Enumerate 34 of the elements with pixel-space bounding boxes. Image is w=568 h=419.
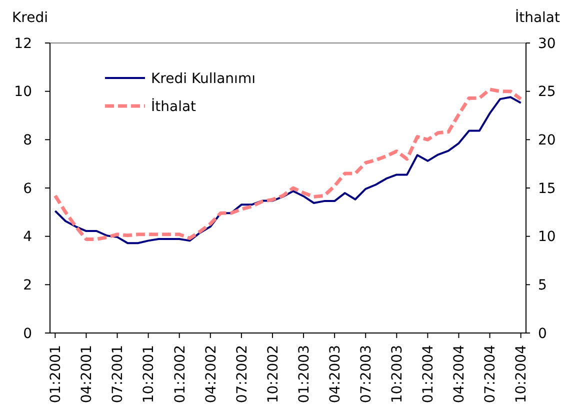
x-tick-label: 01:2003: [296, 345, 312, 404]
y-tick-label: 6: [23, 180, 32, 197]
legend-label: İthalat: [151, 98, 197, 115]
x-tick-label: 04:2004: [452, 344, 468, 404]
x-tick-label: 01:2004: [420, 344, 437, 404]
x-tick-label: 07:2002: [234, 345, 250, 404]
y-axis-title: Kredi: [12, 10, 48, 26]
x-tick-label: 07:2003: [358, 345, 375, 404]
y2-tick-label: 30: [538, 36, 556, 52]
y2-tick-label: 15: [538, 180, 556, 197]
x-tick-label: 04:2002: [203, 345, 220, 404]
y-tick-label: 12: [14, 36, 32, 52]
y2-axis-title: İthalat: [514, 9, 561, 26]
y2-tick-label: 25: [538, 84, 556, 100]
x-tick-label: 10:2004: [514, 344, 530, 404]
x-tick-label: 01:2002: [172, 345, 188, 404]
y-tick-label: 0: [23, 326, 32, 342]
x-tick-label: 07:2001: [110, 345, 126, 404]
x-tick-label: 10:2003: [390, 345, 406, 404]
y-tick-label: 8: [23, 132, 32, 149]
y-tick-label: 10: [14, 84, 32, 100]
x-tick-label: 04:2001: [79, 345, 96, 404]
x-tick-label: 01:2001: [48, 345, 64, 404]
y2-tick-label: 5: [538, 278, 547, 294]
y2-tick-label: 20: [538, 132, 556, 149]
legend-label: Kredi Kullanımı: [151, 70, 256, 87]
x-tick-label: 10:2002: [265, 345, 282, 404]
y-tick-label: 2: [23, 278, 32, 294]
x-tick-label: 10:2001: [141, 345, 158, 404]
y2-tick-label: 10: [538, 229, 556, 246]
y2-tick-label: 0: [538, 326, 547, 342]
y-tick-label: 4: [23, 229, 32, 246]
x-tick-label: 07:2004: [482, 344, 499, 404]
x-tick-label: 04:2003: [327, 345, 344, 404]
